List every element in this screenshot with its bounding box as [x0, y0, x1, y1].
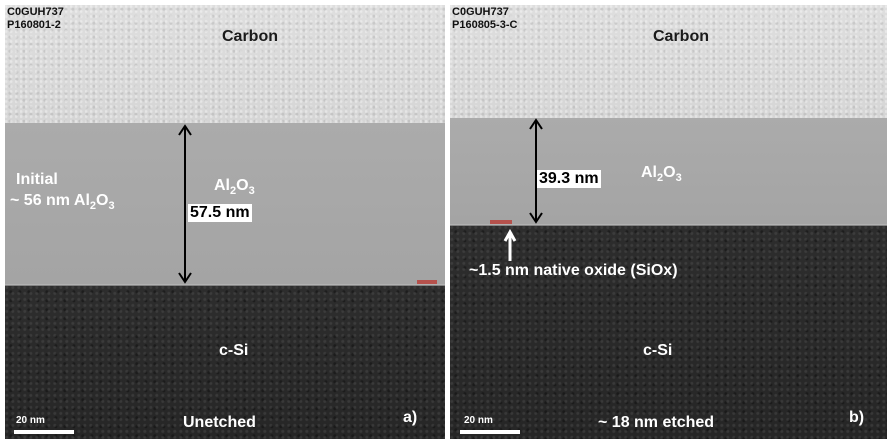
native-oxide-marker [417, 280, 437, 284]
initial-thickness-label: ~ 56 nm Al2O3 [10, 192, 115, 213]
tem-panel-etched: C0GUH737 P160805-3-C Carbon Al2O3 39.3 n… [450, 5, 887, 439]
scale-bar-label: 20 nm [16, 415, 45, 426]
al2o3-label: Al2O3 [214, 177, 255, 198]
native-oxide-marker [490, 220, 512, 224]
al2o3-layer [450, 118, 887, 225]
thickness-measurement: 57.5 nm [188, 204, 252, 222]
native-oxide-label: ~1.5 nm native oxide (SiOx) [469, 262, 678, 279]
thickness-arrow [529, 118, 543, 224]
carbon-label: Carbon [653, 28, 709, 45]
silicon-substrate [5, 285, 445, 439]
sample-code-label: P160805-3-C [452, 19, 518, 31]
carbon-layer [450, 5, 887, 118]
scale-bar [14, 430, 74, 434]
thickness-measurement: 39.3 nm [537, 170, 601, 188]
panel-tag: a) [403, 409, 418, 426]
scale-bar-label: 20 nm [464, 415, 493, 426]
substrate-label: c-Si [643, 342, 673, 359]
caption-label: Unetched [183, 414, 256, 431]
panel-tag: b) [849, 409, 865, 426]
thickness-arrow [178, 124, 192, 284]
native-oxide-arrow [503, 228, 517, 261]
sample-code-label: P160801-2 [7, 19, 61, 31]
al2o3-si-interface [450, 224, 887, 226]
tem-panel-unetched: C0GUH737 P160801-2 Carbon Initial ~ 56 n… [5, 5, 445, 439]
al2o3-label: Al2O3 [641, 164, 682, 185]
scale-bar [460, 430, 520, 434]
sample-id-label: C0GUH737 [452, 6, 509, 18]
al2o3-si-interface [5, 284, 445, 286]
silicon-substrate [450, 225, 887, 439]
substrate-label: c-Si [219, 342, 249, 359]
carbon-layer [5, 5, 445, 123]
initial-label: Initial [16, 171, 58, 188]
caption-label: ~ 18 nm etched [598, 414, 715, 431]
sample-id-label: C0GUH737 [7, 6, 64, 18]
carbon-label: Carbon [222, 28, 278, 45]
